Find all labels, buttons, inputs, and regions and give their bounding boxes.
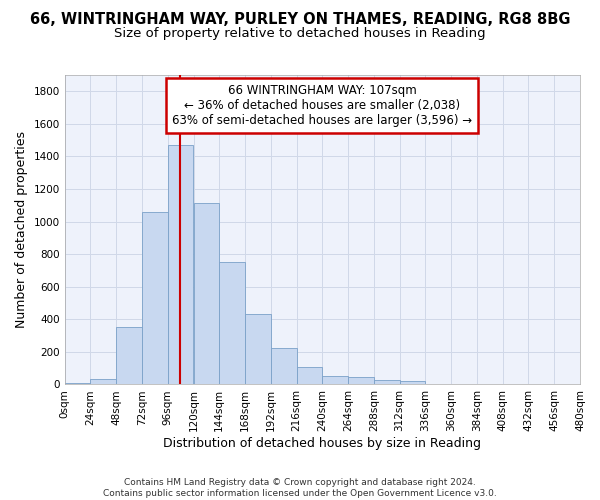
Bar: [296, 366, 322, 384]
Text: Contains HM Land Registry data © Crown copyright and database right 2024.
Contai: Contains HM Land Registry data © Crown c…: [103, 478, 497, 498]
Text: 66, WINTRINGHAM WAY, PURLEY ON THAMES, READING, RG8 8BG: 66, WINTRINGHAM WAY, PURLEY ON THAMES, R…: [30, 12, 570, 28]
Bar: [142, 212, 168, 384]
Bar: [245, 314, 271, 384]
Bar: [322, 376, 348, 384]
Bar: [348, 377, 374, 384]
Bar: [65, 383, 91, 384]
Bar: [374, 380, 400, 384]
Text: 66 WINTRINGHAM WAY: 107sqm
← 36% of detached houses are smaller (2,038)
63% of s: 66 WINTRINGHAM WAY: 107sqm ← 36% of deta…: [172, 84, 472, 128]
Bar: [400, 381, 425, 384]
Text: Size of property relative to detached houses in Reading: Size of property relative to detached ho…: [114, 28, 486, 40]
Bar: [168, 145, 193, 384]
Bar: [91, 379, 116, 384]
Bar: [193, 203, 219, 384]
Y-axis label: Number of detached properties: Number of detached properties: [15, 131, 28, 328]
Bar: [219, 262, 245, 384]
Bar: [271, 348, 296, 385]
Bar: [116, 326, 142, 384]
X-axis label: Distribution of detached houses by size in Reading: Distribution of detached houses by size …: [163, 437, 481, 450]
